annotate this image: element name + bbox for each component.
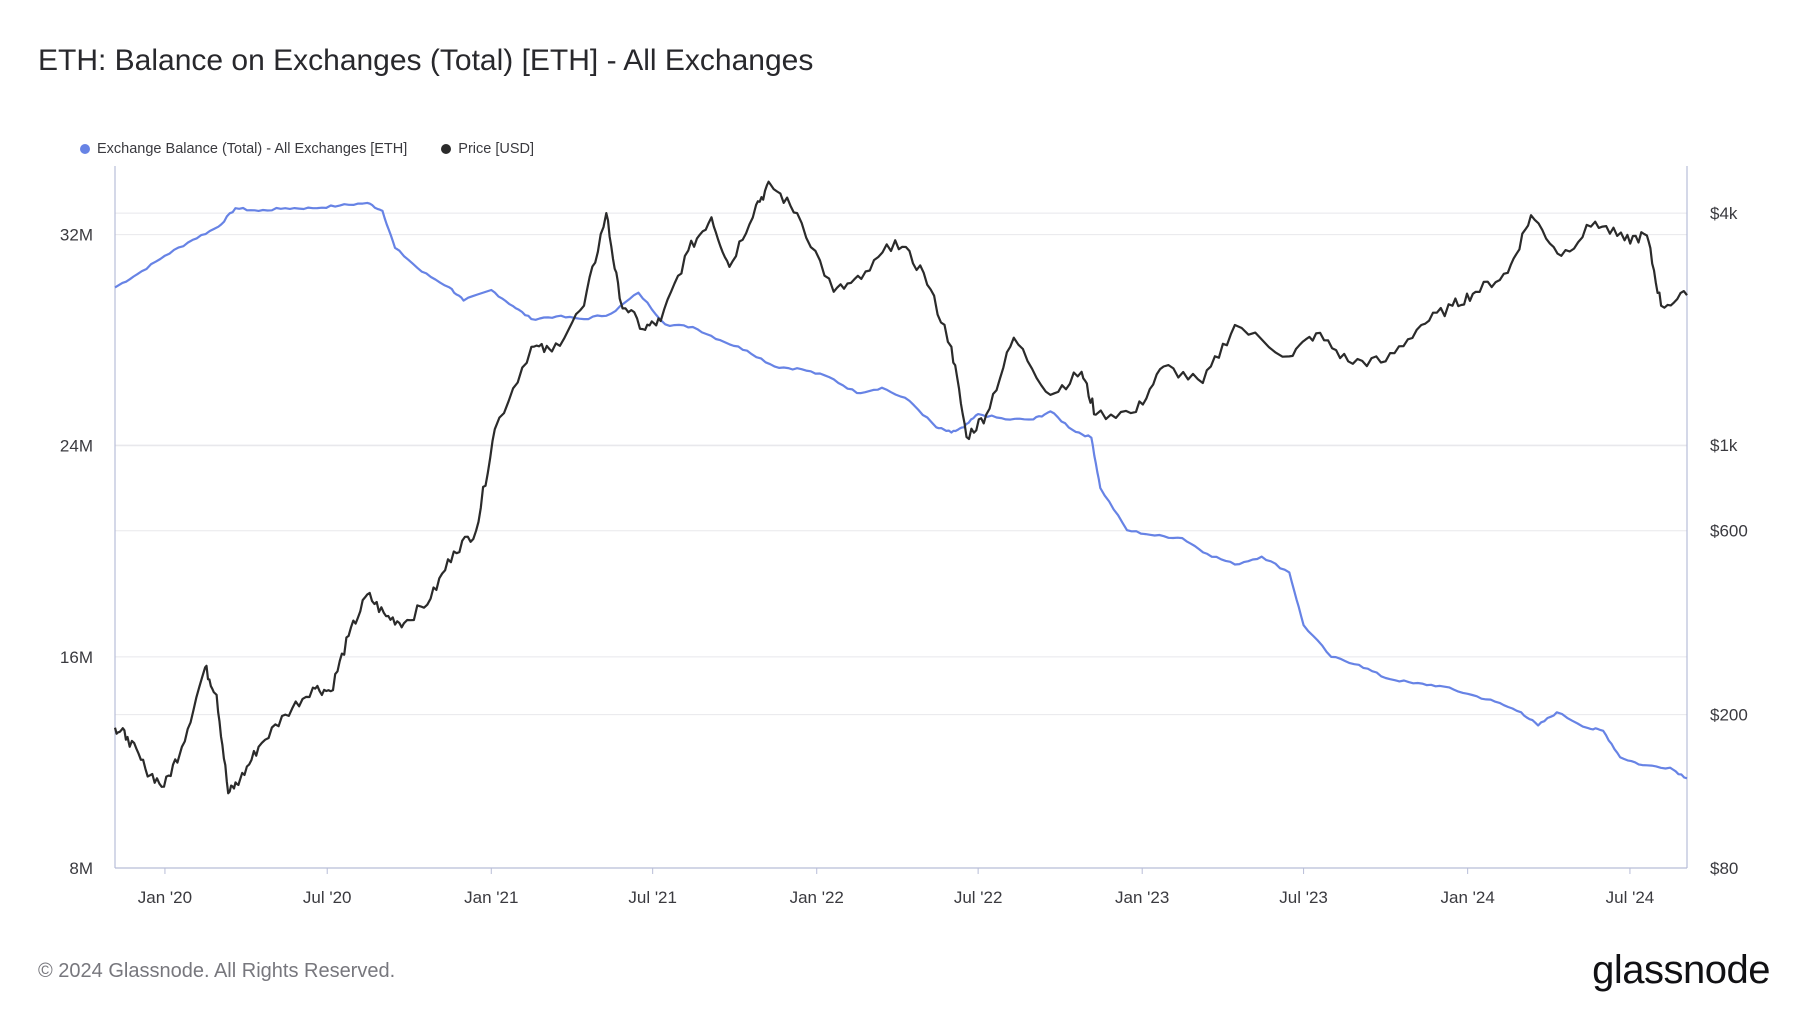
left-tick-label-2: 24M <box>60 437 93 456</box>
x-tick-label-5: Jul '22 <box>954 888 1003 907</box>
x-tick-label-7: Jul '23 <box>1279 888 1328 907</box>
glassnode-logo: glassnode <box>1592 948 1770 992</box>
series-line-price[interactable] <box>113 180 1688 795</box>
x-tick-label-9: Jul '24 <box>1606 888 1655 907</box>
right-tick-label-2: $600 <box>1710 522 1748 541</box>
legend-label-balance: Exchange Balance (Total) - All Exchanges… <box>97 141 408 157</box>
left-tick-label-1: 16M <box>60 648 93 667</box>
right-tick-label-0: $80 <box>1710 859 1738 878</box>
chart-title: ETH: Balance on Exchanges (Total) [ETH] … <box>38 44 814 77</box>
axes <box>114 166 1688 874</box>
right-tick-label-4: $4k <box>1710 204 1738 223</box>
x-tick-label-0: Jan '20 <box>138 888 192 907</box>
left-tick-label-0: 8M <box>69 859 93 878</box>
legend-item-balance[interactable]: Exchange Balance (Total) - All Exchanges… <box>80 141 407 157</box>
x-tick-label-1: Jul '20 <box>303 888 352 907</box>
legend-label-price: Price [USD] <box>458 141 535 157</box>
x-tick-label-6: Jan '23 <box>1115 888 1169 907</box>
x-tick-label-2: Jan '21 <box>464 888 518 907</box>
left-tick-label-3: 32M <box>60 226 93 245</box>
legend: Exchange Balance (Total) - All Exchanges… <box>80 141 534 157</box>
x-tick-label-4: Jan '22 <box>790 888 844 907</box>
legend-item-price[interactable]: Price [USD] <box>441 141 534 157</box>
legend-marker-balance <box>80 144 90 154</box>
tick-labels: Jan '20 Jul '20 Jan '21 Jul '21 Jan '22 Jul '… <box>60 204 1748 907</box>
grid-lines <box>115 212 1687 869</box>
series-lines <box>113 180 1688 795</box>
right-tick-label-1: $200 <box>1710 706 1748 725</box>
copyright-footer: © 2024 Glassnode. All Rights Reserved. <box>38 960 396 982</box>
series-line-exchange-balance[interactable] <box>114 201 1688 780</box>
x-tick-label-3: Jul '21 <box>628 888 677 907</box>
right-tick-label-3: $1k <box>1710 436 1738 455</box>
x-tick-label-8: Jan '24 <box>1441 888 1495 907</box>
legend-marker-price <box>441 144 452 154</box>
